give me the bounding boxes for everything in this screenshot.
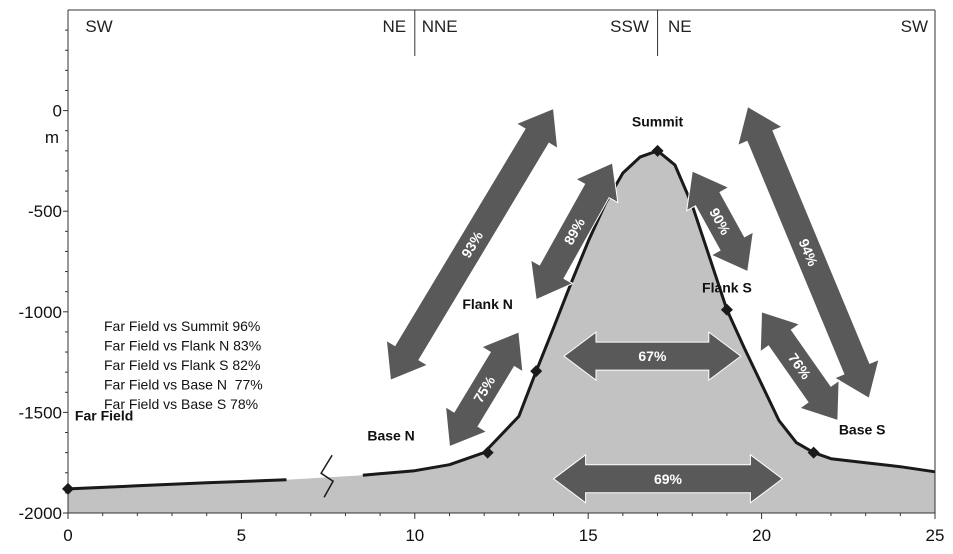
y-tick-label: 0 [53, 102, 62, 121]
similarity-arrow-shape [385, 107, 559, 381]
profile-line-left [67, 478, 287, 491]
similarity-arrow-shape [552, 453, 784, 504]
site-label-3: Summit [632, 114, 684, 130]
x-tick-label: 25 [926, 526, 945, 545]
x-tick-label: 15 [579, 526, 598, 545]
x-tick-label: 20 [752, 526, 771, 545]
site-label-0: Far Field [75, 407, 133, 423]
similarity-arrow-shape [737, 105, 880, 400]
similarity-arrow-shape [563, 331, 742, 382]
similarity-arrow-4: 75% [444, 331, 524, 448]
similarity-arrow-label-group: 69% [654, 471, 683, 487]
annotation-line-1: Far Field vs Flank N 83% [104, 338, 261, 354]
annotations-layer: Far Field vs Summit 96% Far Field vs Flan… [104, 318, 263, 412]
profile-area [68, 150, 935, 514]
site-marker-4 [720, 303, 733, 316]
annotation-line-0: Far Field vs Summit 96% [104, 318, 260, 334]
site-label-5: Base S [839, 422, 886, 438]
similarity-arrow-1: 89% [530, 162, 619, 301]
direction-label-5: SW [901, 17, 928, 36]
sites-layer: Far Field Base N Flank N Summit Flank S Base … [62, 114, 886, 495]
x-tick-label: 10 [405, 526, 424, 545]
y-tick-label: -1000 [19, 303, 62, 322]
similarity-arrow-7: 69% [552, 453, 784, 504]
similarity-arrow-label: 67% [638, 348, 667, 364]
annotation-line-2: Far Field vs Flank S 82% [104, 357, 260, 373]
similarity-arrow-shape [759, 311, 840, 422]
direction-label-4: NE [668, 17, 692, 36]
direction-label-2: NNE [422, 17, 458, 36]
site-label-1: Base N [367, 428, 414, 444]
similarity-arrow-label-group: 67% [638, 348, 667, 364]
site-marker-2 [530, 365, 543, 378]
similarity-arrow-0: 93% [385, 107, 559, 381]
site-marker-3 [651, 144, 664, 157]
y-tick-label: -500 [28, 202, 62, 221]
x-tick-label: 0 [63, 526, 72, 545]
site-marker-5 [807, 446, 820, 459]
site-marker-0 [62, 482, 74, 495]
x-tick-label: 5 [237, 526, 246, 545]
axes-layer: 0 5 10 15 20 25 0 -500 -1000 -1500 -2000 m [19, 29, 945, 545]
y-tick-label: -1500 [19, 403, 62, 422]
site-marker-1 [481, 446, 494, 459]
direction-labels-layer: SW NE NNE SSW NE SW [85, 17, 928, 36]
direction-label-1: NE [383, 17, 407, 36]
axis-break-mark [320, 454, 335, 498]
y-axis-label: m [45, 128, 59, 147]
plot-frame-layer [67, 9, 936, 514]
similarity-arrow-6: 67% [563, 331, 742, 382]
site-label-4: Flank S [702, 280, 752, 296]
annotation-line-4: Far Field vs Base S 78% [104, 396, 258, 412]
similarity-arrow-5: 76% [759, 311, 840, 422]
similarity-arrow-3: 94% [737, 105, 880, 400]
direction-label-3: SSW [610, 17, 649, 36]
y-tick-label: -2000 [19, 504, 62, 523]
similarity-arrow-shape [686, 170, 754, 273]
similarity-arrow-2: 90% [686, 170, 754, 273]
similarity-arrow-label: 69% [654, 471, 683, 487]
similarity-arrow-shape [530, 162, 619, 301]
similarity-arrows-layer: 93% 89% 90%94% 75% 76% 67% 69% [385, 105, 880, 504]
annotation-line-3: Far Field vs Base N 77% [104, 377, 263, 393]
site-label-2: Flank N [462, 296, 513, 312]
similarity-arrow-shape [444, 331, 524, 448]
direction-label-0: SW [85, 17, 112, 36]
